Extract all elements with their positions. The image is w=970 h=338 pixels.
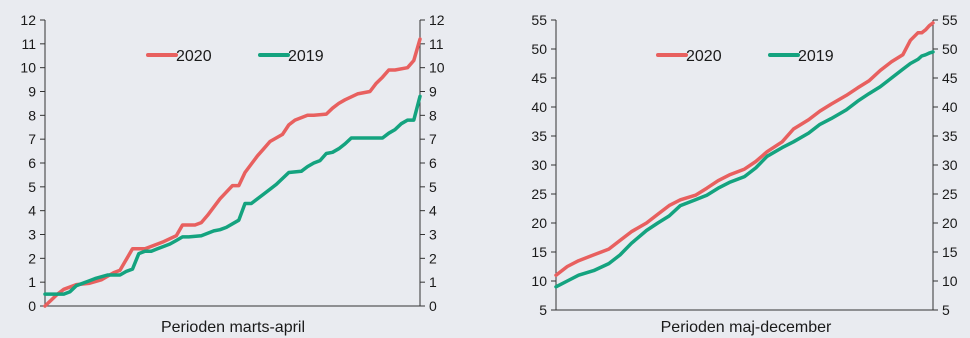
left-y-tick-label: 10: [531, 273, 547, 289]
left-y-tick-label: 15: [531, 244, 547, 260]
left-y-tick-label: 12: [20, 12, 36, 28]
right-y-tick-label: 5: [429, 179, 437, 195]
right-y-tick-label: 55: [942, 12, 958, 28]
right-y-tick-label: 35: [942, 128, 958, 144]
left-y-tick-label: 5: [28, 179, 36, 195]
left-y-tick-label: 2: [28, 250, 36, 266]
right-y-tick-label: 6: [429, 155, 437, 171]
right-y-tick-label: 12: [429, 12, 445, 28]
right-y-tick-label: 45: [942, 70, 958, 86]
left-y-tick-label: 30: [531, 157, 547, 173]
right-y-tick-label: 5: [942, 302, 950, 318]
right-y-tick-label: 30: [942, 157, 958, 173]
left-y-tick-label: 3: [28, 227, 36, 243]
x-axis-label: Perioden maj-december: [661, 319, 832, 336]
right-y-tick-label: 40: [942, 99, 958, 115]
right-y-tick-label: 50: [942, 41, 958, 57]
left-y-tick-label: 1: [28, 274, 36, 290]
left-y-tick-label: 35: [531, 128, 547, 144]
left-y-tick-label: 55: [531, 12, 547, 28]
series-line-2020: [554, 21, 935, 277]
right-y-tick-label: 9: [429, 84, 437, 100]
left-y-tick-label: 45: [531, 70, 547, 86]
left-y-tick-label: 8: [28, 107, 36, 123]
left-y-tick-label: 4: [28, 203, 36, 219]
right-y-tick-label: 20: [942, 215, 958, 231]
left-y-tick-label: 10: [20, 60, 36, 76]
left-y-tick-label: 50: [531, 41, 547, 57]
right-y-tick-label: 25: [942, 186, 958, 202]
left-y-tick-label: 40: [531, 99, 547, 115]
legend-label-2019: 2019: [798, 48, 834, 65]
left-y-tick-label: 20: [531, 215, 547, 231]
left-y-tick-label: 11: [21, 36, 36, 52]
right-y-tick-label: 4: [429, 203, 437, 219]
left-y-tick-label: 0: [28, 298, 36, 314]
series-line-2020: [43, 37, 422, 308]
right-y-tick-label: 11: [429, 36, 444, 52]
left-y-tick-label: 7: [28, 131, 36, 147]
right-y-tick-label: 10: [429, 60, 445, 76]
legend-label-2020: 2020: [686, 48, 722, 65]
right-y-tick-label: 0: [429, 298, 437, 314]
right-y-tick-label: 7: [429, 131, 437, 147]
left-y-tick-label: 5: [539, 302, 547, 318]
right-y-tick-label: 2: [429, 250, 437, 266]
right-y-tick-label: 10: [942, 273, 958, 289]
left-y-tick-label: 6: [28, 155, 36, 171]
left-y-tick-label: 9: [28, 84, 36, 100]
right-y-tick-label: 15: [942, 244, 958, 260]
series-line-2019: [43, 94, 422, 296]
series-line-2019: [554, 50, 935, 289]
legend-label-2019: 2019: [288, 48, 324, 65]
legend-label-2020: 2020: [176, 48, 212, 65]
right-y-tick-label: 1: [429, 274, 437, 290]
left-y-tick-label: 25: [531, 186, 547, 202]
x-axis-label: Perioden marts-april: [161, 319, 305, 336]
right-y-tick-label: 8: [429, 107, 437, 123]
chart-panel-marts-april: Perioden marts-april 0 01 12 23 34 45 56 67 78 89…: [20, 12, 444, 336]
right-y-tick-label: 3: [429, 227, 437, 243]
